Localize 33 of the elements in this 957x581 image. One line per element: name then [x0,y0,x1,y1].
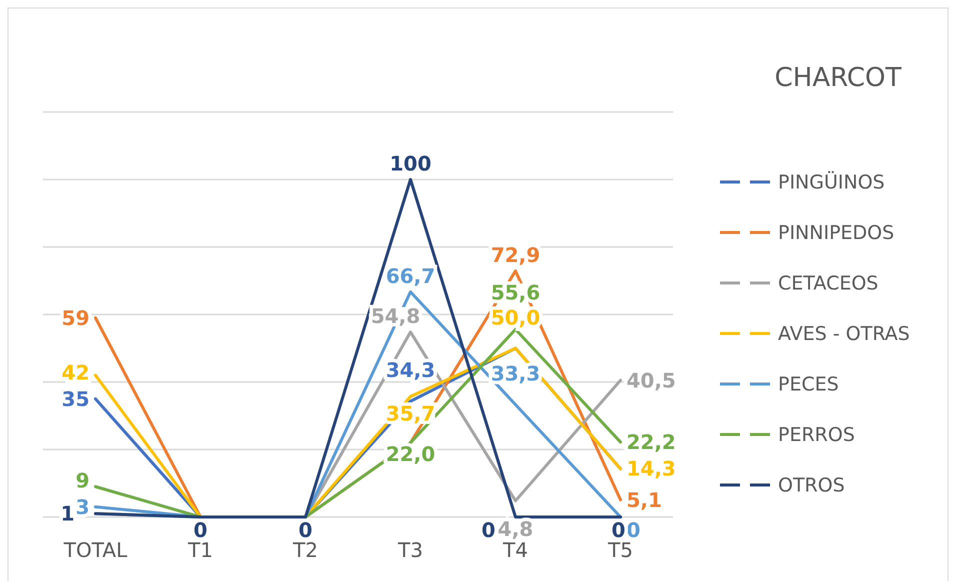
data-label: 34,3 [386,358,436,382]
text: CHARCOT [774,63,902,93]
data-label: 59 [62,306,90,330]
legend-label: AVES - OTRAS [778,323,910,346]
data-label: 33,3 [490,362,540,386]
data-label: 0 [482,518,496,542]
data-label: 22,0 [386,442,436,466]
legend-label: PINNIPEDOS [778,222,894,244]
data-label: 14,3 [626,456,676,481]
legend-label: CETACEOS [778,272,878,295]
data-label: 1 [60,502,74,526]
data-label: 9 [76,468,90,493]
data-label: 42 [62,360,90,384]
x-tick-label: TOTAL [62,538,128,562]
data-label: 3 [76,494,90,519]
data-label: 50,0 [490,305,540,330]
data-label: 5,1 [626,488,662,512]
legend-label: PINGÜINOS [778,170,885,194]
x-tick-label: T4 [502,538,528,562]
data-label: 100 [390,152,432,176]
data-label: 22,2 [626,430,676,454]
x-tick-label: T3 [397,538,423,562]
data-label: 72,9 [490,242,540,267]
data-label: 54,8 [370,304,420,328]
data-label: 66,7 [386,264,436,288]
legend-label: OTROS [778,474,845,497]
data-label: 55,6 [490,280,540,304]
data-label: 40,5 [626,368,676,392]
legend-label: PERROS [778,424,855,446]
data-label: 35 [62,386,90,411]
data-label: 4,8 [498,516,534,541]
legend-label: PECES [778,374,839,396]
data-label: 35,7 [386,402,436,426]
